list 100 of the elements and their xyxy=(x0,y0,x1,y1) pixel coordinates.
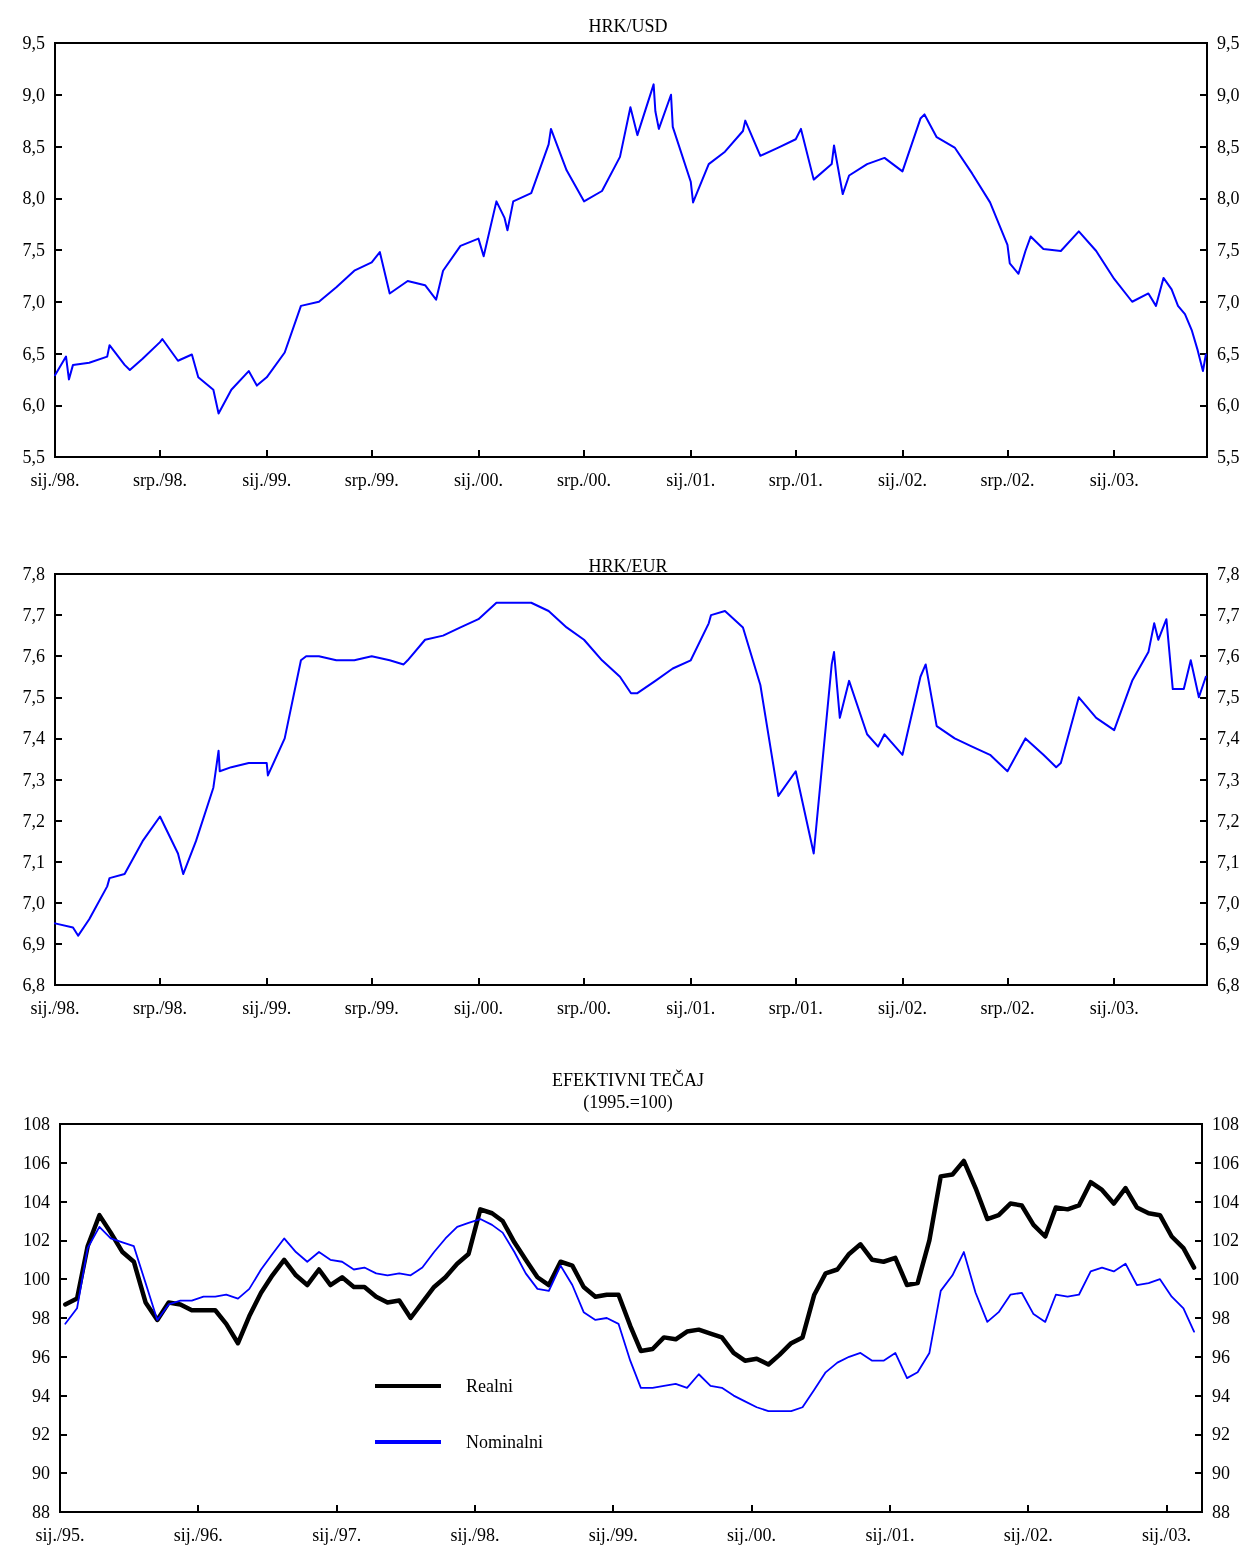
y-tick-label: 7,8 xyxy=(22,564,45,584)
y2-tick-label: 7,6 xyxy=(1217,646,1240,667)
y2-tick-label: 90 xyxy=(1212,1463,1230,1484)
y2-tick-label: 6,0 xyxy=(1217,395,1240,416)
y-tick-label: 8,5 xyxy=(22,136,45,157)
y2-tick-label: 106 xyxy=(1212,1152,1239,1173)
y2-tick-label: 100 xyxy=(1212,1269,1239,1290)
y2-tick-label: 7,5 xyxy=(1217,240,1240,260)
y2-tick-label: 7,4 xyxy=(1217,728,1240,749)
x-tick-label: sij./95. xyxy=(35,1525,85,1545)
x-tick-label: srp./01. xyxy=(768,998,823,1018)
y-tick-label: 7,1 xyxy=(22,851,45,872)
x-tick-label: sij./02. xyxy=(1003,1525,1053,1545)
x-tick-label: srp./99. xyxy=(344,998,399,1018)
x-tick-label: srp./00. xyxy=(557,470,612,490)
y2-tick-label: 94 xyxy=(1212,1385,1230,1406)
line-series xyxy=(54,601,1207,937)
y2-tick-label: 8,0 xyxy=(1217,188,1240,209)
legend-label: Nominalni xyxy=(466,1432,543,1452)
y-tick-label: 9,0 xyxy=(22,84,45,105)
y2-tick-label: 7,7 xyxy=(1217,605,1240,626)
y2-tick-label: 6,5 xyxy=(1217,343,1240,364)
y-tick-label: 9,5 xyxy=(22,33,45,53)
y-tick-label: 100 xyxy=(23,1269,50,1290)
x-tick-label: sij./00. xyxy=(453,470,503,490)
y-tick-label: 7,5 xyxy=(22,687,45,708)
chart-title: HRK/EUR xyxy=(588,556,668,576)
x-tick-label: sij./99. xyxy=(242,470,292,490)
chart-subtitle: (1995.=100) xyxy=(583,1092,673,1113)
y2-tick-label: 108 xyxy=(1212,1114,1239,1134)
x-tick-label: sij./02. xyxy=(877,998,927,1018)
y-tick-label: 7,5 xyxy=(22,240,45,260)
x-tick-label: sij./01. xyxy=(666,998,716,1018)
y-tick-label: 102 xyxy=(23,1230,50,1251)
y-tick-label: 7,7 xyxy=(22,605,45,626)
y-tick-label: 7,4 xyxy=(22,728,45,749)
x-tick-label: sij./00. xyxy=(726,1525,776,1545)
y2-tick-label: 7,0 xyxy=(1217,291,1240,312)
x-tick-label: srp./99. xyxy=(344,470,399,490)
y-tick-label: 108 xyxy=(23,1114,50,1134)
y2-tick-label: 6,8 xyxy=(1217,975,1240,995)
y2-tick-label: 7,0 xyxy=(1217,892,1240,913)
y2-tick-label: 9,5 xyxy=(1217,33,1240,53)
x-tick-label: sij./98. xyxy=(30,470,80,490)
y2-tick-label: 5,5 xyxy=(1217,447,1240,467)
y-tick-label: 7,3 xyxy=(22,769,45,790)
x-tick-label: sij./03. xyxy=(1089,998,1139,1018)
x-tick-label: srp./02. xyxy=(980,998,1035,1018)
y-tick-label: 104 xyxy=(23,1191,50,1212)
y2-tick-label: 6,9 xyxy=(1217,933,1240,954)
x-tick-label: sij./01. xyxy=(666,470,716,490)
y2-tick-label: 102 xyxy=(1212,1230,1239,1251)
x-tick-label: sij./99. xyxy=(242,998,292,1018)
line-series xyxy=(64,1218,1195,1413)
x-tick-label: sij./98. xyxy=(450,1525,500,1545)
line-series xyxy=(63,1158,1197,1367)
y2-tick-label: 104 xyxy=(1212,1191,1239,1212)
y2-tick-label: 8,5 xyxy=(1217,136,1240,157)
chart-title: HRK/USD xyxy=(588,16,668,36)
x-tick-label: sij./01. xyxy=(865,1525,915,1545)
y2-tick-label: 7,1 xyxy=(1217,851,1240,872)
line-series xyxy=(54,83,1207,415)
y-tick-label: 92 xyxy=(32,1424,50,1445)
y-tick-label: 6,0 xyxy=(22,395,45,416)
y-tick-label: 6,8 xyxy=(22,975,45,995)
y2-tick-label: 7,3 xyxy=(1217,769,1240,790)
y-tick-label: 96 xyxy=(32,1346,50,1367)
y-tick-label: 7,2 xyxy=(22,810,45,831)
legend-label: Realni xyxy=(466,1376,513,1396)
x-tick-label: sij./97. xyxy=(312,1525,362,1545)
y2-tick-label: 7,2 xyxy=(1217,810,1240,831)
chart-title: EFEKTIVNI TEČAJ xyxy=(551,1069,705,1090)
x-tick-label: sij./03. xyxy=(1089,470,1139,490)
x-tick-label: srp./98. xyxy=(132,998,187,1018)
x-tick-label: srp./00. xyxy=(557,998,612,1018)
y-tick-label: 6,5 xyxy=(22,343,45,364)
y2-tick-label: 7,5 xyxy=(1217,687,1240,708)
x-tick-label: srp./01. xyxy=(768,470,823,490)
y-tick-label: 6,9 xyxy=(22,933,45,954)
x-tick-label: srp./98. xyxy=(132,470,187,490)
y2-tick-label: 96 xyxy=(1212,1346,1230,1367)
y2-tick-label: 92 xyxy=(1212,1424,1230,1445)
y-tick-label: 7,0 xyxy=(22,291,45,312)
x-tick-label: srp./02. xyxy=(980,470,1035,490)
y-tick-label: 7,0 xyxy=(22,892,45,913)
y2-tick-label: 7,8 xyxy=(1217,564,1240,584)
y-tick-label: 5,5 xyxy=(22,447,45,467)
y-tick-label: 94 xyxy=(32,1385,50,1406)
y-tick-label: 90 xyxy=(32,1463,50,1484)
y-tick-label: 8,0 xyxy=(22,188,45,209)
y-tick-label: 88 xyxy=(32,1502,50,1522)
y2-tick-label: 88 xyxy=(1212,1502,1230,1522)
y2-tick-label: 98 xyxy=(1212,1308,1230,1328)
x-tick-label: sij./03. xyxy=(1141,1525,1191,1545)
y2-tick-label: 9,0 xyxy=(1217,84,1240,105)
y-tick-label: 106 xyxy=(23,1152,50,1173)
x-tick-label: sij./98. xyxy=(30,998,80,1018)
y-tick-label: 98 xyxy=(32,1308,50,1328)
y-tick-label: 7,6 xyxy=(22,646,45,667)
x-tick-label: sij./00. xyxy=(453,998,503,1018)
